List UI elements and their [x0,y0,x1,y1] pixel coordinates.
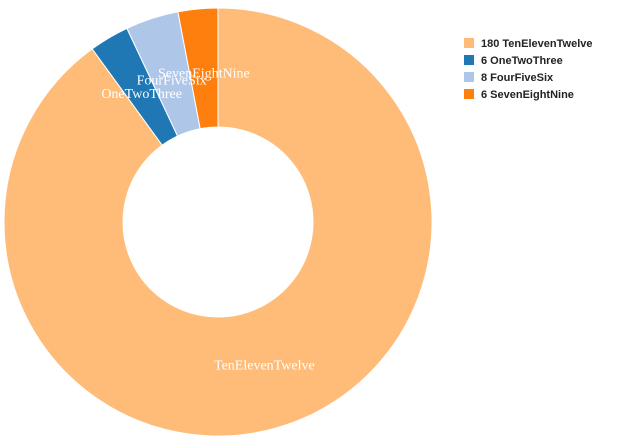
donut-slices [3,7,433,437]
slice-ten-eleven-twelve [3,7,433,437]
slice-label-one-two-three: OneTwoThree [101,87,182,102]
legend-label: 180 TenElevenTwelve [481,38,592,50]
slice-label-four-five-six: FourFiveSix [137,73,207,88]
slice-label-ten-eleven-twelve: TenElevenTwelve [214,359,315,374]
legend-swatch [464,89,474,99]
slice-labels: TenElevenTwelve OneTwoThreeFourFiveSixSev… [101,67,314,374]
legend-label: 6 SevenEightNine [481,89,574,101]
slice-label-seven-eight-nine: SevenEightNine [158,67,250,82]
legend-swatch [464,55,474,65]
legend-item-one-two-three: 6 OneTwoThree [464,55,563,67]
slice-seven-eight-nine [177,7,219,130]
legend-swatch [464,72,474,82]
legend-item-seven-eight-nine: 6 SevenEightNine [464,89,574,101]
legend-label: 8 FourFiveSix [481,72,554,84]
legend-item-ten-eleven-twelve: 180 TenElevenTwelve [464,38,592,50]
legend-swatch [464,38,474,48]
legend-item-four-five-six: 8 FourFiveSix [464,72,554,84]
legend-label: 6 OneTwoThree [481,55,563,67]
legend: 180 TenElevenTwelve 6 OneTwoThree 8 FourFi… [464,38,592,101]
